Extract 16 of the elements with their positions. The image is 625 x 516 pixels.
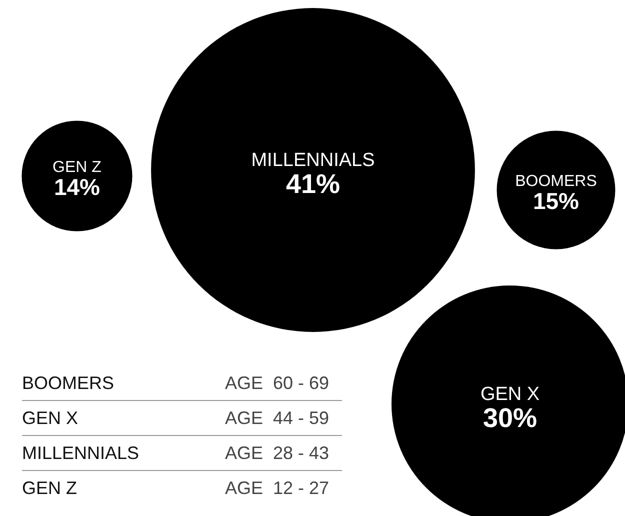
category-label: MILLENNIALS <box>251 150 375 171</box>
text: AGE 60 - 69 <box>225 372 330 394</box>
text: AGE 12 - 27 <box>225 478 330 498</box>
category-label: GEN Z <box>52 159 102 176</box>
category-label: BOOMERS <box>515 173 597 190</box>
text: AGE 44 - 59 <box>225 408 330 428</box>
data-label: 15% <box>532 188 580 214</box>
text: GEN X <box>22 408 80 428</box>
text: GEN Z <box>22 478 78 498</box>
data-label: 41% <box>286 169 340 199</box>
category-label: GEN X <box>480 384 540 405</box>
text: AGE 28 - 43 <box>225 442 330 464</box>
text: MILLENNIALS <box>22 442 140 464</box>
text: BOOMERS <box>22 372 116 394</box>
data-label: 30% <box>482 403 538 433</box>
data-label: 14% <box>54 174 100 200</box>
